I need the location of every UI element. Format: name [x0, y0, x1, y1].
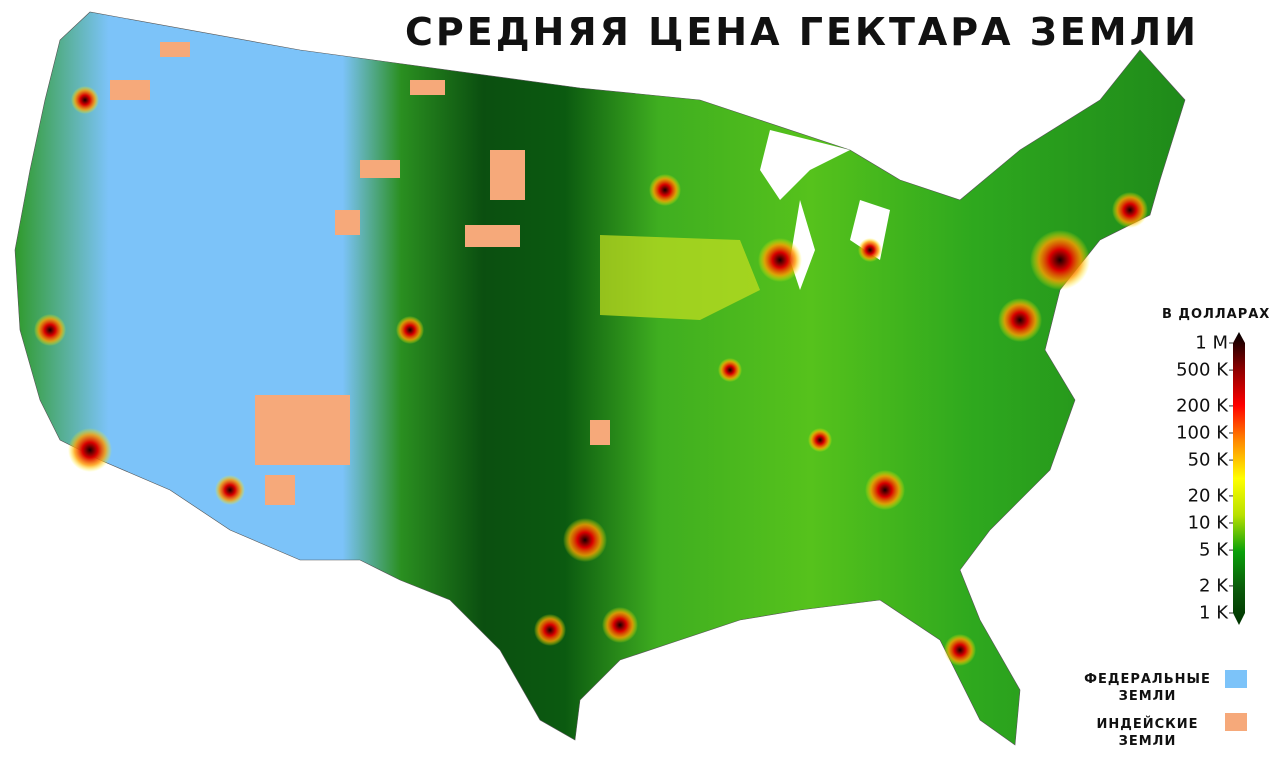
- metro-hotspots: [34, 86, 1148, 666]
- colorbar-tick-label: 20 K: [1187, 485, 1228, 507]
- colorbar-tick-label: 1 K: [1199, 602, 1228, 624]
- colorbar: [1233, 332, 1245, 625]
- colorbar-tick-label: 50 K: [1187, 449, 1228, 471]
- colorbar-tick-label: 200 K: [1176, 395, 1228, 417]
- legend-indian-label: ИНДЕЙСКИЕ ЗЕМЛИ: [1096, 717, 1199, 749]
- colorbar-tick-label: 5 K: [1199, 539, 1228, 561]
- legend-federal-label: ФЕДЕРАЛЬНЫЕ ЗЕМЛИ: [1084, 672, 1211, 704]
- us-land-area: [14, 11, 1186, 746]
- colorbar-tick-label: 1 M: [1195, 332, 1228, 354]
- corn-belt-region: [600, 235, 760, 320]
- indian-lands: [110, 42, 610, 505]
- legend-federal-swatch: [1225, 670, 1247, 688]
- colorbar-ticks: [1229, 342, 1233, 614]
- colorbar-tick-label: 10 K: [1187, 512, 1228, 534]
- colorbar-tick-label: 100 K: [1176, 422, 1228, 444]
- colorbar-tick-label: 2 K: [1199, 575, 1228, 597]
- map-title: СРЕДНЯЯ ЦЕНА ГЕКТАРА ЗЕМЛИ: [405, 10, 1199, 54]
- colorbar-tick-label: 500 K: [1176, 359, 1228, 381]
- legend-indian-swatch: [1225, 713, 1247, 731]
- colorbar-title: В ДОЛЛАРАХ: [1162, 307, 1271, 322]
